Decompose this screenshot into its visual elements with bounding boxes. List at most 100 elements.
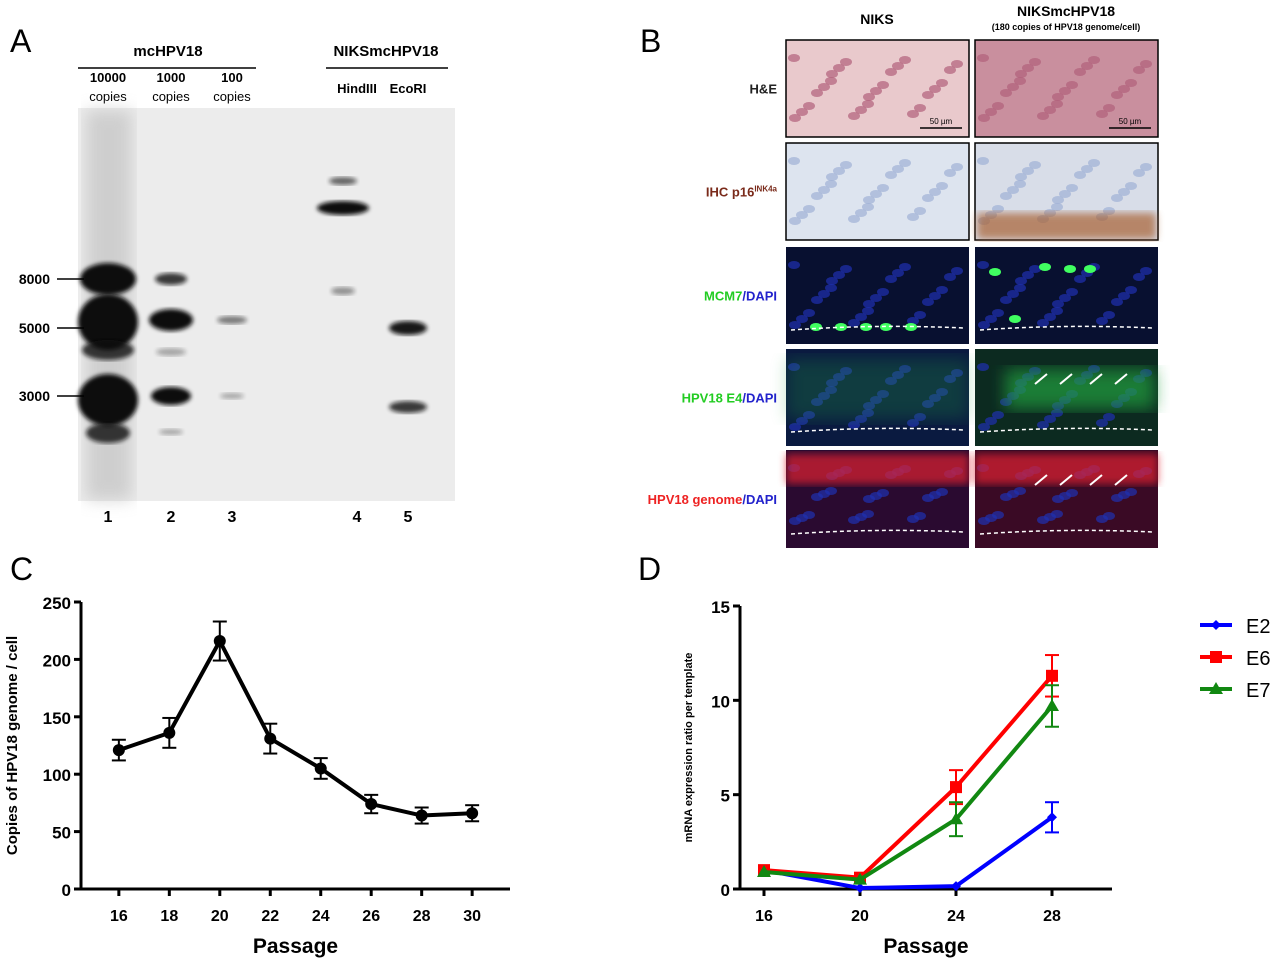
- nucleus: [818, 186, 830, 194]
- basement-membrane-line: [979, 325, 1154, 331]
- nucleus: [825, 180, 837, 188]
- nucleus: [833, 64, 845, 72]
- genome-stain: [786, 454, 969, 484]
- nucleus: [1081, 165, 1093, 173]
- nucleus: [1096, 419, 1108, 427]
- nucleus: [788, 261, 800, 269]
- mcm7-nucleus: [860, 323, 872, 331]
- nucleus: [848, 112, 860, 120]
- nucleus: [1125, 286, 1137, 294]
- nucleus: [848, 516, 860, 524]
- nucleus: [803, 309, 815, 317]
- data-point: [163, 726, 176, 739]
- nucleus: [985, 417, 997, 425]
- lane-number: 5: [404, 509, 413, 526]
- y-axis-label: Copies of HPV18 genome / cell: [4, 636, 21, 855]
- nucleus: [862, 307, 874, 315]
- data-point: [1045, 698, 1059, 711]
- nucleus: [1051, 100, 1063, 108]
- mcm7-nucleus: [1084, 265, 1096, 273]
- nucleus: [1015, 173, 1027, 181]
- nucleus: [944, 169, 956, 177]
- nucleus: [803, 102, 815, 110]
- nucleus: [1118, 188, 1130, 196]
- nucleus: [978, 321, 990, 329]
- lane-number: 3: [228, 509, 237, 526]
- nucleus: [907, 419, 919, 427]
- row-label: HPV18 genome/DAPI: [648, 492, 777, 507]
- row-label-part: H&E: [750, 82, 778, 97]
- band: [80, 263, 136, 295]
- band: [317, 201, 369, 215]
- arrow-icon: [1089, 373, 1103, 385]
- size-marker-label: 5000: [19, 320, 50, 336]
- nucleus: [1088, 56, 1100, 64]
- data-point: [853, 872, 867, 885]
- nucleus: [929, 188, 941, 196]
- row-label-part: MCM7: [704, 289, 742, 304]
- nucleus: [1074, 68, 1086, 76]
- arrow-icon: [1059, 474, 1073, 486]
- nucleus: [922, 91, 934, 99]
- nucleus: [789, 321, 801, 329]
- nucleus: [1051, 307, 1063, 315]
- basement-membrane-line: [790, 325, 965, 331]
- size-marker-label: 8000: [19, 271, 50, 287]
- data-point: [1047, 812, 1057, 823]
- lane-header: HindIII: [337, 81, 377, 96]
- nucleus: [826, 277, 838, 285]
- nucleus: [1022, 271, 1034, 279]
- nucleus: [899, 159, 911, 167]
- nucleus: [1133, 169, 1145, 177]
- nucleus: [1066, 184, 1078, 192]
- nucleus: [1088, 159, 1100, 167]
- nucleus: [1022, 64, 1034, 72]
- nucleus: [833, 167, 845, 175]
- lane-number: 4: [353, 509, 362, 526]
- nucleus: [870, 87, 882, 95]
- panel-b-histology: NIKS NIKSmcHPV18 (180 copies of HPV18 ge…: [648, 3, 1159, 548]
- nucleus: [899, 56, 911, 64]
- nucleus: [803, 205, 815, 213]
- legend-label: E6: [1246, 648, 1270, 670]
- legend-label: E2: [1246, 616, 1270, 638]
- data-point: [1209, 682, 1223, 694]
- scale-bar-label: 50 µm: [930, 117, 953, 126]
- lane-header: copies: [213, 89, 251, 104]
- row-label-part: /DAPI: [742, 289, 777, 304]
- y-tick-label: 5: [721, 787, 730, 806]
- x-tick-label: 28: [1043, 908, 1061, 925]
- band: [78, 294, 138, 350]
- nucleus: [914, 207, 926, 215]
- band: [329, 177, 357, 185]
- nucleus: [789, 114, 801, 122]
- nucleus: [1014, 180, 1026, 188]
- x-tick-label: 20: [851, 908, 869, 925]
- nucleus: [788, 54, 800, 62]
- nucleus: [855, 106, 867, 114]
- x-tick-label: 24: [312, 908, 330, 925]
- legend-label: E7: [1246, 680, 1270, 702]
- data-point: [1210, 651, 1222, 663]
- nucleus: [978, 423, 990, 431]
- nucleus: [862, 100, 874, 108]
- row-label-part: INK4a: [754, 185, 777, 194]
- data-point: [112, 744, 125, 757]
- group-label-niksmchpv18: NIKSmcHPV18: [333, 43, 438, 60]
- nucleus: [1111, 298, 1123, 306]
- y-tick-label: 50: [52, 824, 71, 843]
- band: [389, 321, 427, 335]
- nucleus: [796, 211, 808, 219]
- data-point: [1211, 620, 1221, 630]
- nucleus: [848, 215, 860, 223]
- nucleus: [892, 62, 904, 70]
- nucleus: [1015, 70, 1027, 78]
- nucleus: [1000, 89, 1012, 97]
- data-point: [466, 807, 479, 820]
- y-tick-label: 250: [43, 594, 71, 613]
- nucleus: [1103, 311, 1115, 319]
- nucleus: [1066, 288, 1078, 296]
- nucleus: [1133, 66, 1145, 74]
- nucleus: [951, 267, 963, 275]
